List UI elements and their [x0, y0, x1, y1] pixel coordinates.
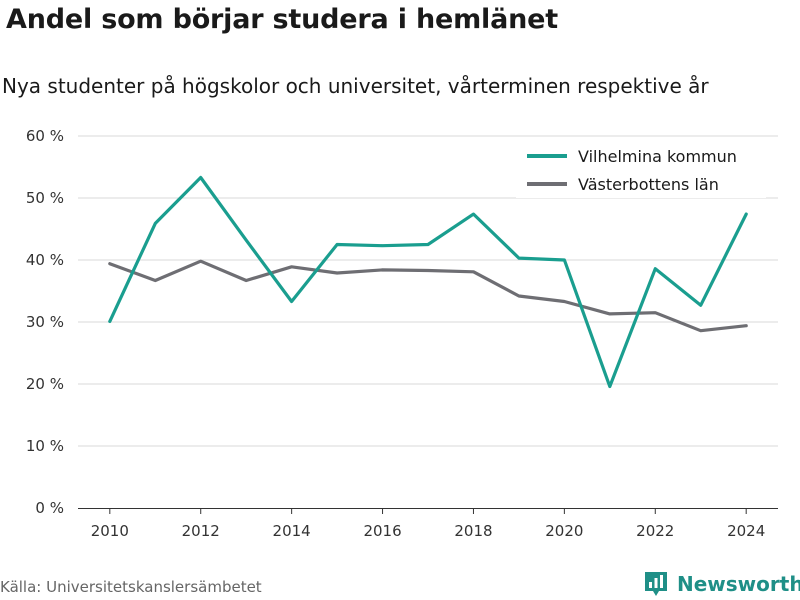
y-axis-labels: 0 % 10 % 20 % 30 % 40 % 50 % 60 %: [26, 127, 64, 517]
x-tick-label: 2022: [636, 522, 674, 540]
chart-subtitle: Nya studenter på högskolor och universit…: [2, 74, 709, 98]
brand-name: Newsworthy: [677, 572, 800, 596]
x-tick-label: 2020: [545, 522, 583, 540]
y-tick-label: 20 %: [26, 375, 64, 393]
y-tick-label: 0 %: [35, 499, 64, 517]
chart-title: Andel som börjar studera i hemlänet: [6, 4, 558, 35]
brand-logo[interactable]: Newsworthy: [643, 570, 800, 598]
y-tick-label: 60 %: [26, 127, 64, 145]
source-note: Källa: Universitetskanslersämbetet: [0, 578, 262, 596]
x-tick-label: 2024: [727, 522, 765, 540]
x-axis: 2010 2012 2014 2016 2018 2020 2022 2024: [78, 508, 778, 540]
y-tick-label: 40 %: [26, 251, 64, 269]
grid-lines: [78, 135, 778, 447]
legend-background: [516, 140, 766, 198]
x-tick-label: 2016: [363, 522, 401, 540]
series-line: [108, 259, 748, 333]
series-lines: [108, 175, 748, 389]
y-tick-label: 50 %: [26, 189, 64, 207]
y-tick-label: 10 %: [26, 437, 64, 455]
series-line: [108, 175, 748, 389]
y-tick-label: 30 %: [26, 313, 64, 331]
x-tick-label: 2012: [182, 522, 220, 540]
legend-label: Västerbottens län: [578, 175, 719, 194]
x-tick-label: 2010: [91, 522, 129, 540]
x-tick-label: 2014: [273, 522, 311, 540]
newsworthy-logo-icon: [645, 572, 667, 596]
legend: Vilhelmina kommun Västerbottens län: [516, 140, 766, 198]
x-tick-label: 2018: [454, 522, 492, 540]
legend-label: Vilhelmina kommun: [578, 147, 737, 166]
